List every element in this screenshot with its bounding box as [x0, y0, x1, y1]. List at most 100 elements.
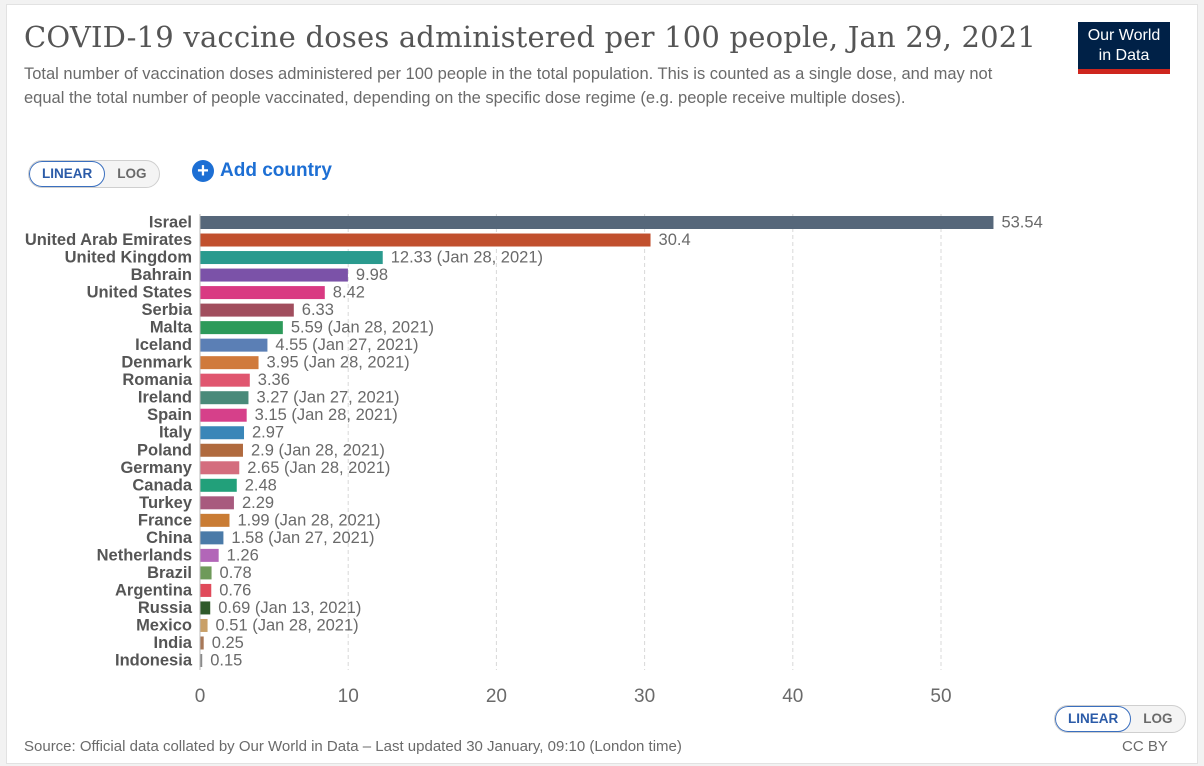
license-link[interactable]: CC BY	[1122, 738, 1168, 755]
bar	[200, 338, 268, 352]
value-label: 1.99 (Jan 28, 2021)	[237, 511, 380, 529]
category-label: United Kingdom	[65, 249, 192, 267]
value-label: 12.33 (Jan 28, 2021)	[391, 249, 543, 267]
category-label: Denmark	[121, 354, 192, 372]
value-label: 0.25	[212, 634, 244, 652]
bar	[200, 478, 237, 492]
value-label: 2.29	[242, 494, 274, 512]
value-label: 8.42	[333, 284, 365, 302]
category-label: France	[138, 511, 192, 529]
value-label: 1.26	[227, 546, 259, 564]
category-label: Canada	[132, 476, 192, 494]
category-label: Spain	[147, 406, 192, 424]
value-label: 9.98	[356, 266, 388, 284]
bar	[200, 618, 208, 632]
bar	[200, 531, 224, 545]
value-label: 3.36	[258, 371, 290, 389]
bar	[200, 321, 283, 335]
bar	[200, 268, 348, 282]
value-label: 0.51 (Jan 28, 2021)	[216, 616, 359, 634]
category-label: Bahrain	[131, 266, 192, 284]
bar	[200, 303, 294, 317]
x-tick-label: 0	[195, 686, 206, 707]
bar	[200, 391, 249, 405]
category-label: Malta	[150, 319, 193, 337]
value-label: 1.58 (Jan 27, 2021)	[231, 529, 374, 547]
bar	[200, 251, 383, 265]
category-label: Israel	[149, 214, 192, 232]
category-label: Serbia	[142, 301, 193, 319]
x-tick-label: 40	[782, 686, 803, 707]
plus-icon: +	[192, 160, 214, 182]
category-label: Romania	[122, 371, 193, 389]
logo-line-1: Our World	[1087, 27, 1161, 44]
category-label: Iceland	[135, 336, 192, 354]
bar	[200, 583, 212, 597]
bar	[200, 216, 994, 229]
logo-line-2: in Data	[1098, 47, 1150, 64]
value-label: 0.15	[210, 652, 242, 670]
category-label: Brazil	[147, 564, 192, 582]
value-label: 4.55 (Jan 27, 2021)	[275, 336, 418, 354]
value-label: 53.54	[1001, 214, 1042, 232]
bar	[200, 566, 212, 580]
value-label: 2.65 (Jan 28, 2021)	[247, 459, 390, 477]
bar	[200, 548, 219, 562]
value-label: 6.33	[302, 301, 334, 319]
add-country-label: Add country	[220, 160, 332, 181]
x-tick-label: 20	[486, 686, 507, 707]
value-label: 0.76	[219, 581, 251, 599]
value-label: 2.97	[252, 424, 284, 442]
value-label: 5.59 (Jan 28, 2021)	[291, 319, 434, 337]
category-label: India	[153, 634, 192, 652]
category-label: Netherlands	[97, 546, 192, 564]
chart-subtitle: Total number of vaccination doses admini…	[24, 65, 993, 107]
value-label: 3.27 (Jan 27, 2021)	[256, 389, 399, 407]
owid-logo[interactable]: Our World in Data	[1078, 22, 1170, 74]
scale-toggle-bottom: LINEAR LOG	[1054, 705, 1186, 733]
category-label: United States	[87, 284, 192, 302]
bar	[200, 356, 259, 370]
category-label: Argentina	[115, 581, 193, 599]
category-label: United Arab Emirates	[25, 231, 192, 249]
value-label: 3.15 (Jan 28, 2021)	[255, 406, 398, 424]
bar	[200, 654, 203, 667]
linear-scale-button-bottom[interactable]: LINEAR	[1055, 706, 1132, 732]
bar	[200, 286, 325, 300]
x-tick-label: 10	[338, 686, 359, 707]
scale-toggle-top: LINEAR LOG	[28, 160, 160, 188]
category-label: Ireland	[138, 389, 192, 407]
bar	[200, 408, 247, 422]
bar	[200, 443, 243, 457]
bar	[200, 233, 651, 247]
category-label: Indonesia	[115, 652, 193, 670]
value-label: 0.78	[220, 564, 252, 582]
x-tick-label: 30	[634, 686, 655, 707]
log-scale-button-bottom[interactable]: LOG	[1143, 711, 1173, 726]
category-label: Russia	[138, 599, 193, 617]
bar	[200, 461, 240, 475]
bar	[200, 373, 250, 387]
bar	[200, 636, 204, 650]
value-label: 30.4	[659, 231, 691, 249]
category-label: Italy	[159, 424, 193, 442]
category-label: China	[146, 529, 193, 547]
category-label: Mexico	[136, 616, 192, 634]
category-label: Turkey	[139, 494, 193, 512]
value-label: 2.48	[245, 476, 277, 494]
value-label: 2.9 (Jan 28, 2021)	[251, 441, 385, 459]
bar	[200, 496, 234, 510]
value-label: 3.95 (Jan 28, 2021)	[267, 354, 410, 372]
category-label: Germany	[120, 459, 192, 477]
bar	[200, 601, 211, 615]
linear-scale-button[interactable]: LINEAR	[29, 161, 106, 187]
add-country-button[interactable]: + Add country	[192, 158, 332, 184]
chart-title: COVID-19 vaccine doses administered per …	[24, 20, 1037, 54]
log-scale-button[interactable]: LOG	[117, 166, 147, 181]
source-note: Source: Official data collated by Our Wo…	[24, 738, 682, 755]
category-label: Poland	[137, 441, 192, 459]
value-label: 0.69 (Jan 13, 2021)	[218, 599, 361, 617]
bar	[200, 513, 230, 527]
x-tick-label: 50	[930, 686, 951, 707]
